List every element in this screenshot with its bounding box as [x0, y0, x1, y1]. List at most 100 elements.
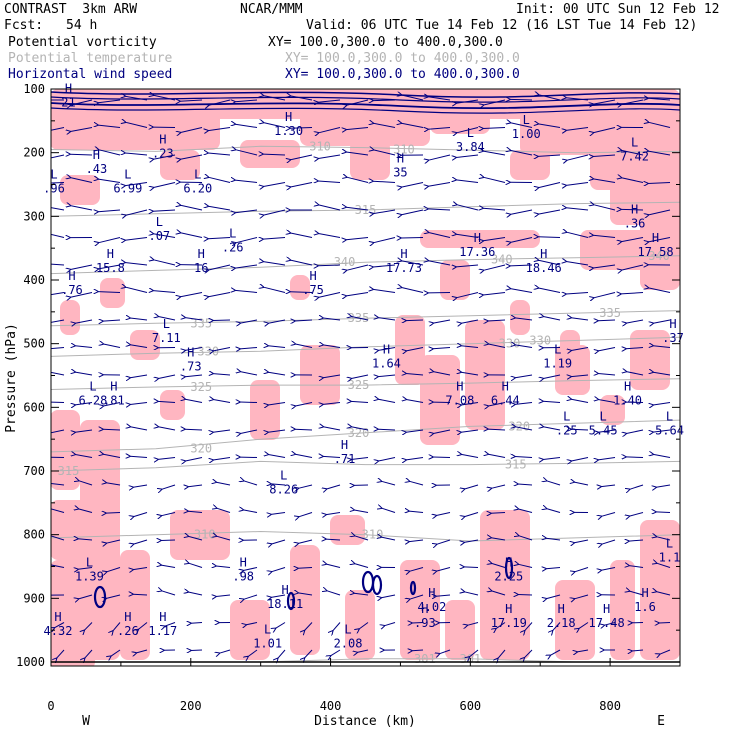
- wind-vector: [354, 510, 369, 513]
- wind-vector: [125, 263, 148, 266]
- wind-vector: [318, 181, 341, 183]
- wind-vector: [402, 95, 424, 101]
- pv-shade-20: [60, 300, 80, 335]
- wind-vector: [406, 347, 424, 351]
- wind-vector: [209, 264, 231, 270]
- wind-vector: [433, 348, 451, 349]
- pv-contour-3: [371, 574, 383, 596]
- extremum-value: 6.20: [183, 181, 212, 195]
- pv-shade-9: [510, 150, 550, 180]
- wind-vector: [571, 347, 589, 351]
- extremum-high: H6.44: [491, 379, 520, 407]
- wind-vector: [298, 484, 313, 488]
- extremum-type: H: [558, 602, 565, 616]
- isentrope-label: 310: [194, 528, 216, 542]
- wind-vector: [71, 264, 93, 270]
- extremum-type: L: [600, 409, 607, 423]
- pv-shade-47: [660, 540, 680, 570]
- wind-vector: [216, 595, 231, 597]
- extremum-type: H: [505, 556, 512, 570]
- wind-vector: [373, 265, 396, 267]
- wind-vector: [70, 154, 93, 155]
- wind-vector: [511, 123, 533, 128]
- jet-contour-1: [51, 96, 680, 103]
- wind-vector: [290, 128, 313, 129]
- wind-vector: [98, 125, 121, 128]
- wind-vector: [428, 97, 451, 101]
- wind-vector: [488, 402, 506, 407]
- wind-vector: [351, 457, 369, 460]
- wind-vector: [138, 622, 148, 630]
- extremum-value: 1.19: [543, 356, 572, 370]
- wind-vector: [153, 234, 176, 238]
- wind-vector: [510, 289, 533, 293]
- wind-vector: [165, 622, 176, 627]
- wind-vector: [188, 485, 203, 487]
- wind-vector: [649, 288, 671, 293]
- wind-vector: [263, 96, 286, 101]
- wind-vector: [553, 622, 561, 631]
- wind-vector: [103, 429, 121, 430]
- wind-vector: [319, 127, 341, 133]
- wind-vector: [461, 319, 479, 323]
- extremum-high: H.98: [232, 556, 254, 584]
- wind-vector: [511, 150, 533, 156]
- wind-vector: [433, 457, 451, 458]
- pv-shade-36: [170, 510, 230, 560]
- extremum-value: 1.39: [75, 570, 104, 584]
- pv-contour-1: [286, 591, 296, 611]
- wind-vector: [515, 427, 533, 431]
- wind-vector: [153, 210, 176, 211]
- y-tick-label: 500: [23, 337, 45, 351]
- pv-shade-27: [555, 345, 590, 395]
- extremum-type: H: [159, 610, 166, 624]
- extremum-high: H1.64: [372, 342, 401, 370]
- wind-vector: [346, 127, 369, 130]
- wind-vector: [649, 122, 671, 128]
- wind-vector: [181, 127, 203, 133]
- wind-vector: [524, 649, 533, 658]
- wind-vector: [209, 177, 231, 183]
- extremum-value: 4.02: [417, 600, 446, 614]
- wind-vector: [598, 429, 616, 432]
- extremum-value: 2.18: [547, 616, 576, 630]
- extremum-type: L: [666, 409, 673, 423]
- extremum-high: H.37: [662, 317, 684, 345]
- wind-vector: [240, 319, 258, 323]
- wind-vector: [323, 345, 341, 348]
- wind-vector: [484, 264, 506, 270]
- model-title: CONTRAST 3km ARW: [4, 2, 138, 17]
- wind-vector: [290, 292, 313, 293]
- extremum-value: .26: [117, 624, 139, 638]
- wind-vector: [84, 622, 93, 631]
- east-label: E: [657, 714, 665, 729]
- wind-vector: [410, 481, 424, 486]
- extremum-low: L1.19: [543, 342, 572, 370]
- wind-vector: [333, 622, 341, 631]
- extremum-high: H1.17: [148, 610, 177, 638]
- wind-vector: [189, 563, 203, 568]
- wind-vector: [538, 209, 561, 214]
- field-xy-theta: XY= 100.0,300.0 to 400.0,300.0: [285, 51, 520, 66]
- extremum-value: .37: [662, 331, 684, 345]
- wind-vector: [51, 263, 65, 266]
- pv-contour-4: [409, 580, 417, 596]
- wind-vector: [71, 206, 93, 211]
- extremum-type: L: [264, 623, 271, 637]
- pv-shade-2: [300, 108, 430, 146]
- wind-vector: [469, 649, 479, 657]
- wind-vector: [649, 209, 671, 215]
- wind-vector: [491, 484, 506, 488]
- y-tick-label: 300: [23, 209, 45, 223]
- wind-vector: [598, 374, 616, 376]
- pv-shade-33: [160, 390, 185, 420]
- wind-vector: [539, 288, 561, 293]
- extremum-low: L8.26: [269, 468, 298, 496]
- wind-vector: [601, 485, 616, 487]
- wind-vector: [111, 649, 121, 656]
- wind-vector: [299, 512, 313, 517]
- extremum-low: L6.99: [113, 167, 142, 195]
- wind-vector: [357, 649, 369, 652]
- wind-vector: [428, 261, 451, 266]
